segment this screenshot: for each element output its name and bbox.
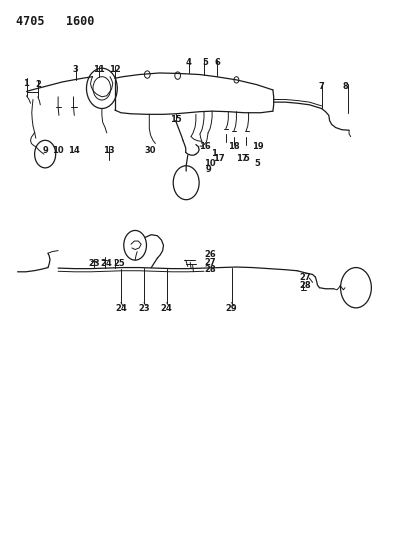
Text: 5: 5 [202, 58, 208, 67]
Text: 15: 15 [170, 115, 182, 124]
Text: 3: 3 [72, 64, 78, 74]
Text: 4705   1600: 4705 1600 [16, 14, 94, 28]
Text: 27: 27 [204, 258, 216, 266]
Text: 29: 29 [226, 304, 237, 313]
Text: 28: 28 [299, 281, 311, 290]
Text: 24: 24 [161, 304, 173, 313]
Text: 1: 1 [211, 149, 217, 158]
Text: 17: 17 [236, 154, 248, 163]
Text: 14: 14 [68, 147, 80, 156]
Text: 9: 9 [205, 165, 211, 174]
Text: 23: 23 [138, 304, 150, 313]
Text: 17: 17 [213, 154, 224, 163]
Text: 12: 12 [109, 64, 121, 74]
Text: 9: 9 [42, 147, 48, 156]
Text: 7: 7 [319, 82, 324, 91]
Text: 28: 28 [204, 265, 216, 274]
Text: 25: 25 [114, 259, 126, 268]
Text: 6: 6 [214, 58, 220, 67]
Text: 27: 27 [299, 272, 311, 281]
Text: 19: 19 [252, 142, 263, 151]
Text: 11: 11 [93, 64, 104, 74]
Text: 18: 18 [228, 142, 239, 151]
Text: 5: 5 [255, 159, 260, 168]
Text: 1: 1 [23, 79, 29, 88]
Text: 26: 26 [204, 251, 216, 260]
Text: 2: 2 [35, 80, 41, 89]
Text: 8: 8 [343, 82, 349, 91]
Text: 4: 4 [186, 58, 191, 67]
Text: 24: 24 [115, 304, 127, 313]
Text: 10: 10 [204, 159, 216, 168]
Text: 24: 24 [101, 259, 113, 268]
Text: 13: 13 [102, 147, 114, 156]
Text: 10: 10 [52, 147, 64, 156]
Text: 23: 23 [88, 259, 100, 268]
Text: 30: 30 [145, 147, 156, 156]
Text: 5: 5 [243, 154, 249, 163]
Text: 16: 16 [200, 142, 211, 151]
